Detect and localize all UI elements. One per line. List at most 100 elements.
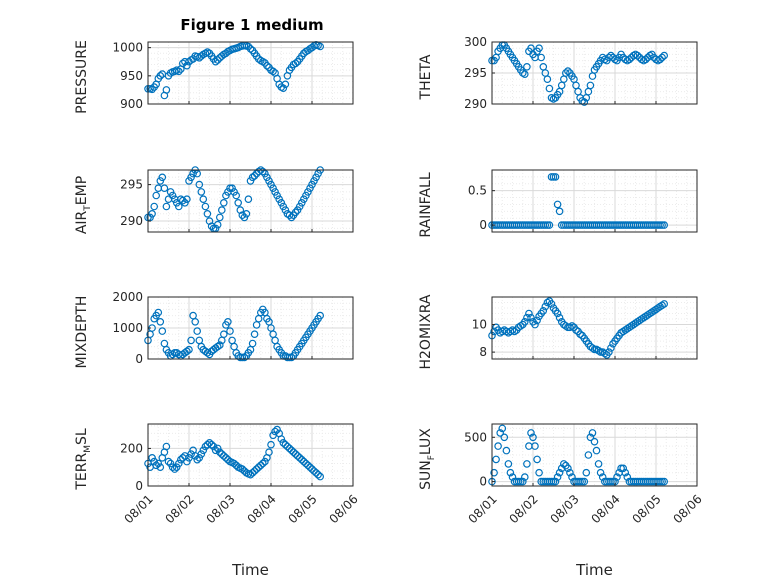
x-tick-label: 08/02: [162, 492, 196, 526]
data-point: [523, 313, 531, 322]
data-point: [596, 348, 605, 356]
figure-title: Figure 1 medium: [180, 16, 323, 34]
y-tick-label: 0: [135, 352, 143, 366]
data-point: [543, 75, 552, 84]
data-point: [660, 300, 669, 308]
data-point: [537, 53, 546, 62]
data-point: [246, 44, 255, 53]
y-tick-label: 200: [120, 441, 143, 455]
subplot-5: 8 10 H2OMIXRA: [418, 294, 698, 370]
data-point: [281, 440, 290, 449]
x-tick-label: 08/06: [670, 492, 704, 526]
data-point: [531, 442, 539, 450]
data-point: [265, 177, 273, 185]
data-point: [244, 195, 253, 204]
data-point: [295, 202, 304, 211]
y-tick-label: 8: [479, 345, 487, 359]
data-point: [287, 213, 296, 222]
x-tick-label: 08/04: [244, 492, 278, 526]
data-point: [148, 453, 156, 462]
data-point: [248, 339, 257, 348]
data-point: [498, 424, 507, 433]
data-point: [160, 184, 169, 193]
data-point: [594, 346, 603, 355]
y-axis-label: SUNFLUX: [418, 428, 437, 490]
data-point: [281, 80, 290, 89]
data-point: [265, 448, 273, 457]
x-tick-label: 08/06: [326, 492, 360, 526]
data-point: [541, 221, 550, 229]
data-point: [291, 208, 300, 217]
data-point: [150, 202, 159, 211]
data-point: [553, 200, 562, 209]
data-point: [156, 463, 165, 472]
data-point: [625, 55, 634, 64]
data-point: [148, 210, 156, 218]
data-point: [150, 457, 159, 466]
data-point: [193, 455, 202, 464]
data-point: [551, 477, 560, 486]
x-tick-label: 08/01: [465, 492, 499, 526]
axes-frame: [147, 41, 354, 105]
y-tick-label: 0: [135, 479, 143, 493]
data-point: [588, 429, 597, 437]
data-point: [520, 70, 529, 79]
data-point: [527, 429, 535, 437]
y-tick-label: 950: [120, 69, 143, 83]
data-point: [279, 438, 288, 447]
data-point: [520, 317, 529, 326]
data-point: [607, 477, 615, 486]
data-point: [228, 184, 236, 193]
axes-frame: [491, 169, 698, 233]
data-point: [291, 450, 300, 458]
data-point: [580, 98, 589, 106]
data-point: [656, 55, 664, 64]
data-point: [191, 317, 200, 326]
data-point: [213, 56, 222, 64]
data-point: [185, 345, 193, 354]
data-point: [187, 336, 195, 345]
data-point: [220, 330, 228, 339]
data-point: [156, 317, 165, 326]
data-point: [541, 302, 550, 311]
data-point: [201, 202, 210, 211]
data-point: [600, 349, 609, 358]
data-point: [269, 184, 277, 193]
data-point: [281, 206, 290, 214]
x-tick-label: 08/03: [203, 492, 237, 526]
data-point: [490, 468, 498, 477]
data-point: [232, 191, 241, 200]
data-point: [187, 173, 195, 182]
data-point: [316, 472, 325, 481]
y-axis-label: TERRMSL: [74, 428, 93, 491]
data-point: [533, 316, 541, 325]
data-point: [520, 473, 529, 481]
data-point: [566, 468, 574, 477]
data-point: [508, 473, 517, 481]
data-point: [183, 61, 191, 70]
data-point: [312, 468, 320, 477]
x-axis-label: Time: [231, 561, 269, 579]
data-point: [244, 42, 253, 51]
data-point: [564, 67, 572, 75]
data-point: [607, 51, 615, 60]
data-point: [291, 59, 300, 68]
y-tick-label: 0: [479, 218, 487, 232]
data-point: [224, 317, 232, 326]
y-tick-label: 2000: [112, 290, 143, 304]
data-point: [183, 347, 191, 356]
subplot-7: 0 500 08/01 08/02 08/03 08/04 08/05 08/06 Time SU…: [418, 423, 705, 579]
y-tick-label: 10: [472, 318, 487, 332]
y-tick-label: 295: [464, 66, 487, 80]
data-point: [175, 202, 183, 211]
data-point: [306, 463, 314, 472]
data-point: [308, 465, 316, 473]
data-point: [226, 327, 234, 335]
x-tick-label: 08/04: [588, 492, 622, 526]
y-tick-label: 300: [464, 35, 487, 49]
data-point: [164, 457, 173, 466]
data-point: [568, 473, 576, 481]
data-point: [166, 459, 175, 468]
data-point: [183, 195, 191, 204]
